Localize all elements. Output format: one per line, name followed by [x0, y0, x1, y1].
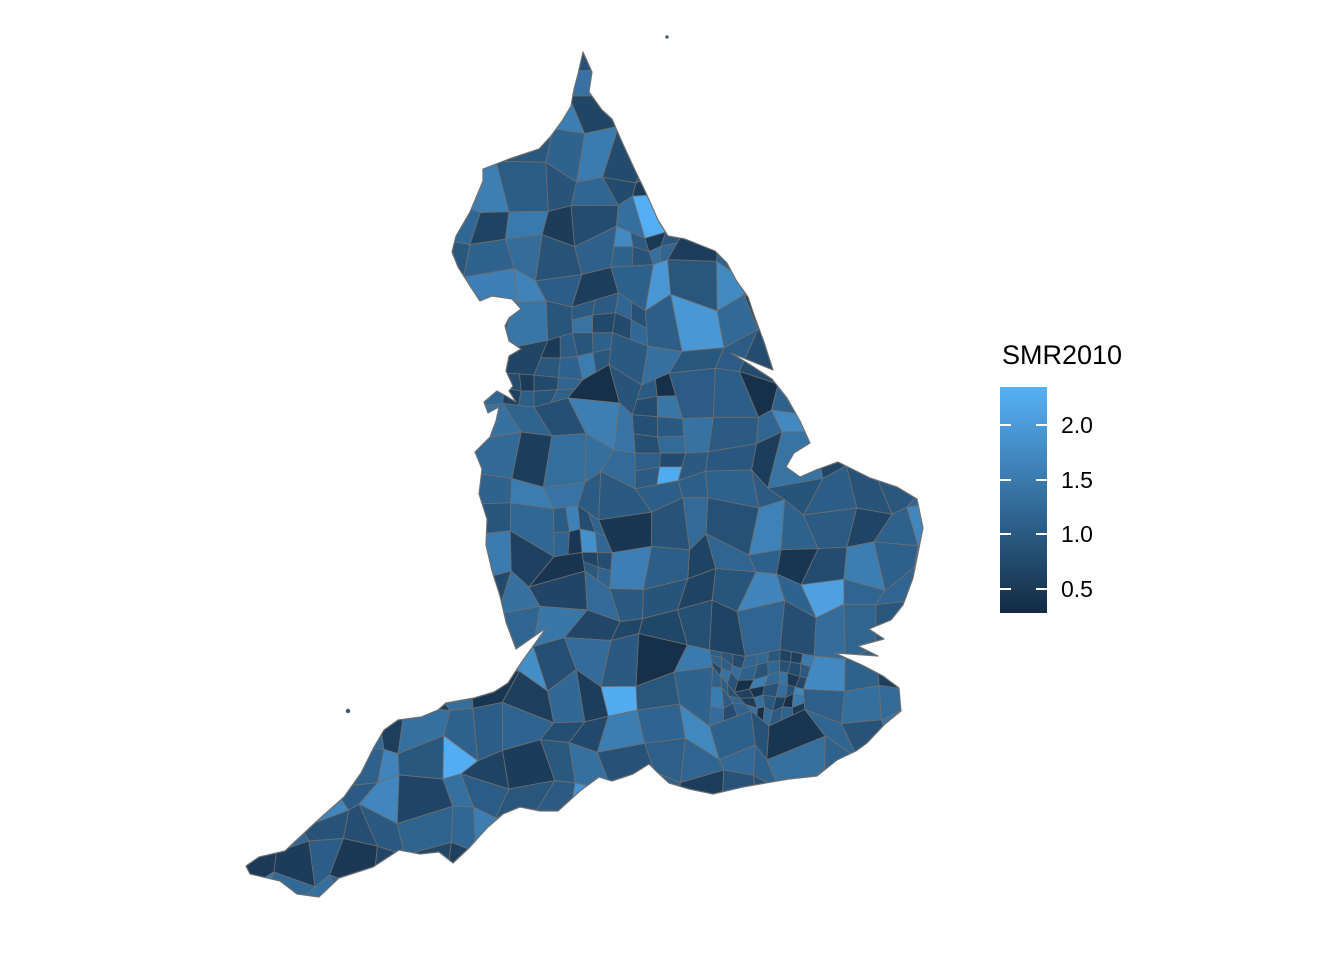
district-cell — [445, 841, 476, 886]
district-cell — [503, 372, 522, 392]
district-cell — [246, 871, 275, 897]
england-coastline-border — [245, 51, 924, 898]
district-cells-layer — [246, 69, 923, 897]
district-cell — [372, 845, 406, 891]
district-cell — [659, 452, 686, 468]
district-cell — [914, 566, 923, 610]
district-cell — [495, 812, 547, 846]
district-cell — [596, 742, 656, 791]
district-cell — [332, 743, 385, 788]
district-cell — [579, 528, 598, 553]
islet — [665, 35, 669, 39]
district-cell — [875, 639, 923, 693]
district-cell — [430, 669, 474, 711]
islet — [345, 708, 351, 714]
district-cell — [610, 246, 634, 268]
district-cell — [463, 268, 518, 316]
district-cell — [636, 703, 686, 744]
district-cell — [427, 236, 471, 278]
district-cell — [567, 528, 583, 555]
district-cell — [633, 433, 661, 454]
district-cell — [914, 531, 923, 573]
district-cell — [771, 364, 809, 416]
district-cell — [878, 685, 923, 721]
district-cell — [657, 435, 686, 454]
district-cell — [495, 128, 554, 163]
district-cell — [460, 502, 512, 536]
district-cell — [569, 782, 613, 818]
district-cell — [779, 649, 792, 663]
district-cell — [519, 373, 535, 392]
district-cell — [469, 644, 520, 672]
district-cell — [840, 685, 882, 724]
district-cell — [721, 769, 759, 815]
district-cell — [635, 129, 679, 184]
district-cell — [631, 414, 658, 438]
district-cell — [906, 469, 923, 508]
district-cell — [463, 431, 522, 480]
district-cell — [553, 531, 570, 558]
district-cell — [518, 390, 535, 408]
district-cell — [843, 603, 877, 660]
district-cell — [533, 374, 559, 392]
district-cell — [592, 312, 616, 334]
district-cell — [475, 530, 512, 579]
district-cell — [657, 416, 685, 438]
district-cell — [767, 649, 781, 663]
